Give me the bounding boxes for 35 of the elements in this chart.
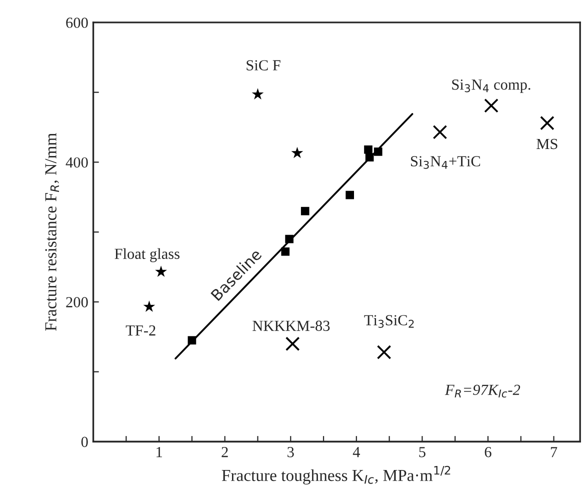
annotation: TF-2 — [126, 325, 156, 336]
y-axis-title: Fracture resistance F$_{R}$, N/mm — [45, 133, 59, 331]
point — [285, 336, 300, 351]
point — [291, 146, 304, 158]
x-tick-label: 1 — [156, 446, 162, 458]
x-tick-label: 6 — [484, 446, 492, 458]
annotation: Ti$_{3}$SiC$_{2}$ — [364, 315, 414, 328]
point — [155, 266, 167, 277]
x-tick-label: 4 — [352, 447, 360, 458]
point — [252, 88, 264, 100]
point — [364, 145, 372, 154]
point — [432, 124, 448, 140]
annotation: NKKKM-83 — [252, 320, 330, 331]
point — [376, 345, 392, 360]
annotation: Si$_{3}$N$_{4}$ comp. — [452, 79, 530, 93]
annotation: Si$_{3}$N$_{4}$+TiC — [411, 156, 480, 169]
x-tick-label: 5 — [419, 447, 426, 458]
x-tick-label: 7 — [550, 447, 558, 458]
x-tick-label: 3 — [288, 446, 294, 458]
y-tick-label: 400 — [66, 157, 88, 168]
point — [281, 247, 290, 256]
annotation: MS — [536, 138, 558, 150]
x-axis-title: Fracture toughness K$_{Ic}$, MPa·m$^{1/2}$ — [222, 466, 450, 485]
y-tick-label: 0 — [81, 436, 88, 448]
y-tick-label: 600 — [66, 18, 88, 28]
y-tick-label: 200 — [66, 297, 88, 308]
annotation: F$_{R}$=97K$_{Ic}$-2 — [444, 384, 520, 398]
annotation: Float glass — [114, 248, 180, 262]
point — [540, 116, 554, 130]
point — [484, 98, 498, 113]
annotation: SiC F — [246, 60, 280, 70]
point — [143, 300, 156, 312]
point — [300, 206, 310, 216]
point — [346, 190, 354, 200]
x-tick-label: 2 — [222, 446, 228, 458]
